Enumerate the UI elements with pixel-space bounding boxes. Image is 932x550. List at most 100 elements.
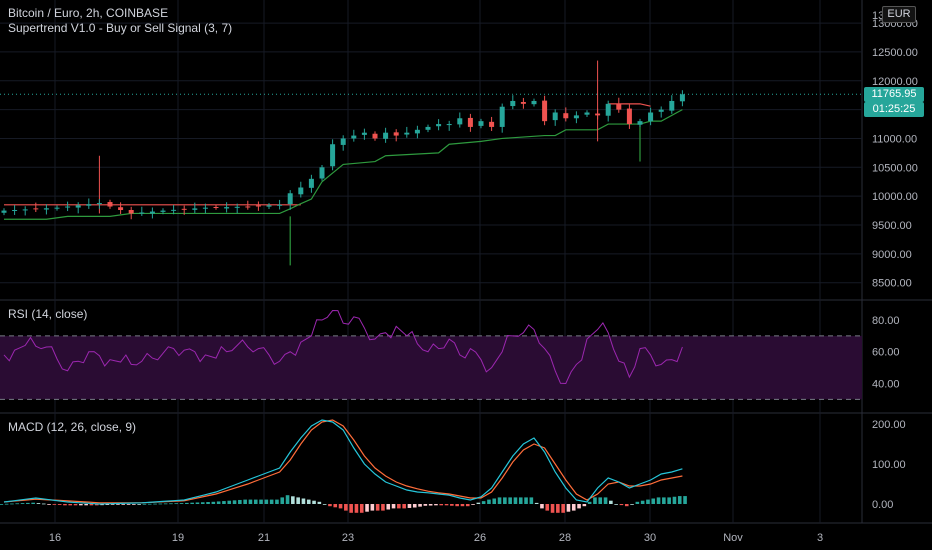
macd-histogram-bar	[163, 503, 168, 505]
supertrend-lower-line	[4, 109, 683, 220]
candle-body	[234, 206, 240, 208]
macd-histogram-bar	[232, 500, 237, 504]
macd-histogram-bar	[57, 504, 62, 505]
macd-histogram-bar	[603, 497, 608, 504]
macd-histogram-bar	[306, 499, 311, 504]
macd-histogram-bar	[513, 497, 518, 504]
candle-body	[65, 206, 71, 208]
macd-histogram-bar	[89, 504, 94, 506]
currency-badge[interactable]: EUR	[882, 6, 916, 23]
candle-body	[616, 103, 622, 110]
macd-histogram-bar	[609, 500, 613, 504]
macd-histogram-bar	[68, 504, 73, 506]
x-tick-label: 30	[644, 532, 656, 544]
candle-body	[605, 103, 611, 116]
macd-histogram-bar	[195, 502, 200, 504]
macd-histogram-bar	[418, 504, 422, 507]
macd-histogram-bar	[142, 503, 147, 505]
rsi-pane[interactable]	[0, 310, 862, 400]
candle-body	[86, 204, 92, 206]
candle-body	[22, 209, 28, 211]
candle-body	[12, 210, 18, 211]
macd-histogram-bar	[524, 497, 528, 504]
candle-body	[255, 205, 261, 207]
candle-body	[245, 206, 251, 208]
macd-histogram-bar	[10, 503, 14, 505]
x-tick-label: Nov	[723, 532, 743, 544]
macd-histogram-bar	[94, 504, 99, 506]
macd-histogram-bar	[73, 504, 78, 506]
candle-body	[383, 132, 389, 139]
macd-signal-line	[3, 419, 683, 504]
macd-histogram-bar	[317, 501, 322, 504]
macd-histogram-bar	[476, 502, 481, 504]
macd-histogram-bar	[291, 496, 295, 504]
x-tick-label: 3	[817, 532, 823, 544]
macd-histogram-bar	[646, 499, 650, 504]
macd-histogram-bar	[672, 496, 677, 504]
candle-body	[160, 210, 166, 212]
candle-body	[33, 208, 39, 210]
macd-histogram-bar	[407, 504, 412, 508]
macd-histogram-bar	[100, 504, 104, 506]
macd-histogram-bar	[439, 504, 444, 506]
macd-histogram-bar	[428, 504, 433, 506]
macd-histogram-bar	[550, 504, 555, 513]
candle-body	[213, 207, 219, 208]
macd-histogram-bar	[359, 504, 364, 513]
macd-histogram-bar	[110, 504, 115, 505]
macd-histogram-bar	[174, 503, 179, 505]
candle-body	[446, 124, 452, 126]
candle-body	[531, 100, 537, 105]
macd-histogram-bar	[593, 497, 597, 504]
macd-histogram-bar	[227, 500, 232, 504]
candle-body	[404, 132, 410, 135]
macd-histogram-bar	[322, 504, 327, 505]
macd-histogram-bar	[577, 504, 581, 509]
macd-histogram-bar	[126, 504, 131, 505]
candle-body	[595, 113, 601, 116]
macd-histogram-bar	[598, 497, 603, 504]
time-axis-labels: 16 19 21 23 26 28 30 Nov 3	[49, 532, 823, 544]
macd-pane[interactable]	[0, 419, 687, 513]
macd-histogram-bar	[630, 504, 634, 505]
macd-histogram-bar	[264, 499, 269, 504]
candle-body	[679, 94, 685, 102]
price-pane[interactable]	[0, 60, 862, 266]
macd-tick-label: 0.00	[872, 499, 893, 511]
macd-histogram-bar	[518, 497, 523, 504]
macd-histogram-bar	[185, 502, 189, 504]
macd-tick-label: 100.00	[872, 459, 906, 471]
macd-histogram-bar	[211, 501, 216, 504]
macd-histogram-bar	[492, 498, 497, 504]
candle-body	[584, 112, 590, 115]
candle-body	[573, 115, 579, 119]
macd-histogram-bar	[365, 504, 369, 512]
macd-histogram-bar	[328, 504, 332, 507]
candle-body	[648, 112, 654, 122]
macd-line	[3, 419, 683, 505]
macd-histogram-bar	[571, 504, 576, 511]
macd-histogram-bar	[487, 499, 491, 504]
macd-histogram-bar	[423, 504, 428, 506]
macd-histogram-bar	[253, 499, 258, 504]
macd-histogram-bar	[534, 502, 539, 504]
x-tick-label: 16	[49, 532, 61, 544]
candle-body	[361, 132, 367, 135]
macd-histogram-bar	[312, 500, 316, 504]
candle-body	[351, 135, 357, 139]
candle-body	[669, 100, 675, 111]
candle-body	[457, 118, 463, 125]
candle-body	[467, 117, 473, 127]
macd-histogram-bar	[677, 496, 682, 504]
macd-tick-label: 200.00	[872, 419, 906, 431]
candle-body	[266, 205, 272, 207]
macd-histogram-bar	[391, 504, 396, 509]
macd-histogram-bar	[624, 504, 629, 507]
macd-histogram-bar	[190, 502, 194, 504]
candle-body	[1, 210, 7, 213]
macd-histogram-bar	[683, 496, 687, 504]
macd-histogram-bar	[296, 497, 300, 504]
macd-histogram-bar	[179, 503, 184, 504]
